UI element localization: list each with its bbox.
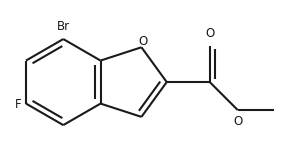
Text: O: O xyxy=(205,27,214,40)
Text: O: O xyxy=(233,115,242,128)
Text: O: O xyxy=(139,35,148,48)
Text: Br: Br xyxy=(57,20,70,34)
Text: F: F xyxy=(15,98,22,111)
